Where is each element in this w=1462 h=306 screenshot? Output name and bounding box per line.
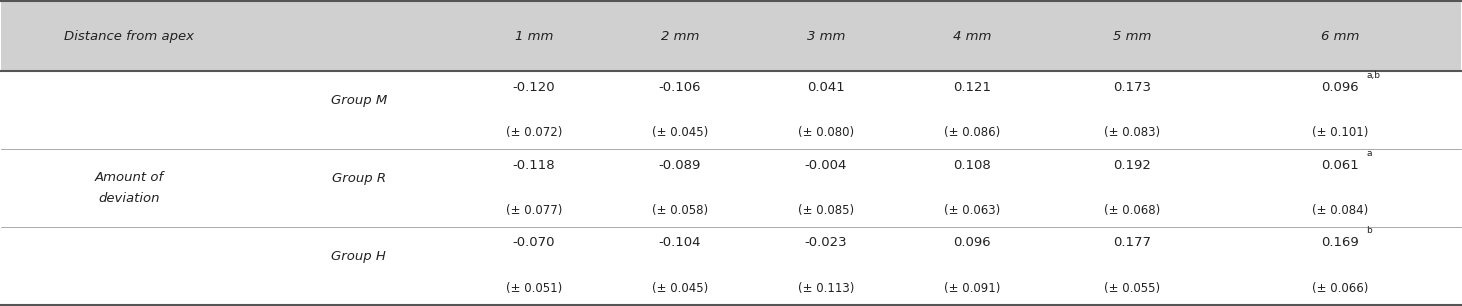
Text: 2 mm: 2 mm	[661, 30, 699, 43]
Text: a: a	[1367, 148, 1371, 158]
Text: 5 mm: 5 mm	[1113, 30, 1152, 43]
Text: 0.041: 0.041	[807, 81, 845, 94]
Text: b: b	[1367, 226, 1373, 235]
Text: (± 0.051): (± 0.051)	[506, 282, 561, 295]
Text: 0.192: 0.192	[1114, 159, 1151, 172]
Text: -0.106: -0.106	[659, 81, 702, 94]
Text: (± 0.045): (± 0.045)	[652, 126, 708, 139]
Text: 0.173: 0.173	[1113, 81, 1151, 94]
Text: Group M: Group M	[330, 95, 387, 107]
Text: 0.177: 0.177	[1113, 237, 1151, 249]
Text: Distance from apex: Distance from apex	[64, 30, 194, 43]
Text: -0.070: -0.070	[513, 237, 556, 249]
Text: 0.061: 0.061	[1322, 159, 1360, 172]
Text: -0.120: -0.120	[513, 81, 556, 94]
Text: -0.089: -0.089	[659, 159, 702, 172]
Text: 0.096: 0.096	[1322, 81, 1360, 94]
Text: 4 mm: 4 mm	[953, 30, 991, 43]
Text: Group R: Group R	[332, 172, 386, 185]
FancyBboxPatch shape	[1, 2, 1461, 71]
Text: (± 0.077): (± 0.077)	[506, 204, 563, 217]
Text: 0.108: 0.108	[953, 159, 991, 172]
Text: (± 0.045): (± 0.045)	[652, 282, 708, 295]
Text: (± 0.085): (± 0.085)	[798, 204, 854, 217]
Text: (± 0.101): (± 0.101)	[1311, 126, 1368, 139]
Text: (± 0.055): (± 0.055)	[1104, 282, 1161, 295]
Text: 0.096: 0.096	[953, 237, 991, 249]
Text: -0.023: -0.023	[804, 237, 846, 249]
Text: (± 0.066): (± 0.066)	[1311, 282, 1368, 295]
Text: -0.118: -0.118	[513, 159, 556, 172]
Text: a,b: a,b	[1367, 71, 1380, 80]
Text: (± 0.113): (± 0.113)	[798, 282, 854, 295]
Text: 3 mm: 3 mm	[807, 30, 845, 43]
Text: (± 0.091): (± 0.091)	[943, 282, 1000, 295]
Text: Group H: Group H	[332, 250, 386, 263]
Text: -0.104: -0.104	[659, 237, 702, 249]
Text: 6 mm: 6 mm	[1322, 30, 1360, 43]
Text: 0.169: 0.169	[1322, 237, 1360, 249]
Text: (± 0.083): (± 0.083)	[1104, 126, 1161, 139]
Text: 0.121: 0.121	[953, 81, 991, 94]
Text: (± 0.063): (± 0.063)	[943, 204, 1000, 217]
Text: (± 0.080): (± 0.080)	[798, 126, 854, 139]
Text: (± 0.072): (± 0.072)	[506, 126, 563, 139]
Text: (± 0.058): (± 0.058)	[652, 204, 708, 217]
Text: (± 0.086): (± 0.086)	[943, 126, 1000, 139]
Text: 1 mm: 1 mm	[515, 30, 553, 43]
Text: -0.004: -0.004	[804, 159, 846, 172]
Text: (± 0.068): (± 0.068)	[1104, 204, 1161, 217]
Text: (± 0.084): (± 0.084)	[1311, 204, 1368, 217]
Text: Amount of
deviation: Amount of deviation	[95, 171, 164, 205]
